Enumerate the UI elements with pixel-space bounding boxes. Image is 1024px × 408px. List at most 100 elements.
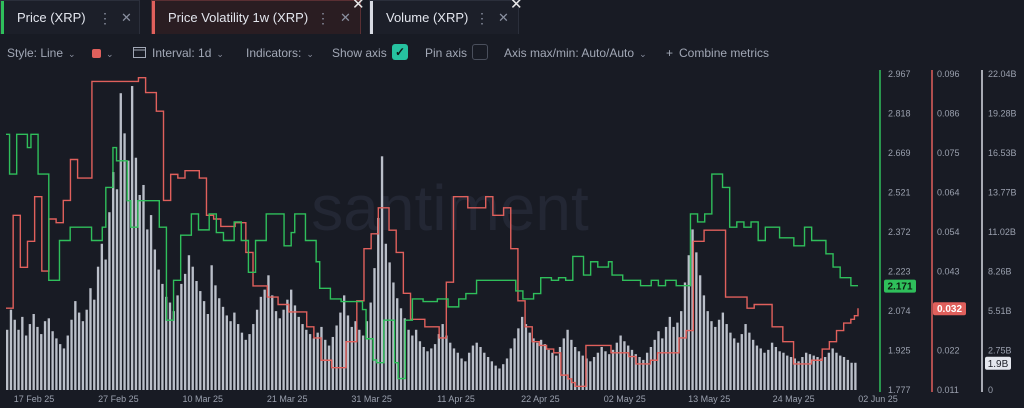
volume-bar — [786, 355, 789, 390]
volume-bar — [486, 357, 490, 390]
volume-bar — [816, 357, 819, 390]
volume-bar — [134, 157, 138, 390]
volume-bar — [543, 344, 547, 390]
tab-price-volatility[interactable]: Price Volatility 1w (XRP) ⋮ ✕ — [151, 0, 361, 34]
volume-bar — [305, 329, 308, 390]
volume-bar — [755, 345, 759, 390]
tab-volume[interactable]: Volume (XRP) ⋮ ✕ — [369, 0, 519, 34]
volume-bar — [467, 352, 471, 390]
close-icon[interactable]: ✕ — [121, 10, 132, 25]
volume-bar — [81, 321, 85, 390]
x-tick-label: 22 Apr 25 — [521, 394, 560, 404]
color-dropdown[interactable]: ⌄ — [92, 46, 114, 60]
volume-bar — [729, 332, 732, 390]
volume-bar — [373, 268, 376, 390]
volume-bar — [483, 352, 486, 390]
volatility-axis-tick-label: 0.011 — [937, 385, 959, 395]
volume-bar — [740, 334, 743, 390]
volume-bar — [547, 349, 550, 390]
volume-bar — [642, 359, 645, 390]
volume-bar — [384, 243, 388, 390]
volume-bar — [115, 189, 119, 390]
volume-bar — [820, 358, 823, 390]
volume-bar — [452, 348, 456, 390]
volatility-axis-tick-label: 0.054 — [937, 227, 960, 237]
volume-bar — [801, 357, 804, 390]
volume-bar — [498, 368, 501, 390]
more-vertical-icon[interactable]: ⋮ — [475, 10, 489, 26]
volume-current-badge-text: 1.9B — [988, 359, 1009, 370]
volume-bar — [138, 195, 141, 390]
more-vertical-icon[interactable]: ⋮ — [98, 10, 112, 26]
volume-bar — [475, 342, 478, 390]
volume-bar — [513, 338, 516, 390]
price-current-badge-text: 2.171 — [887, 282, 912, 293]
price-axis-tick-label: 1.777 — [888, 385, 911, 395]
volume-bar — [93, 299, 96, 390]
volume-bar — [619, 335, 622, 390]
axis-minmax-label: Axis max/min: Auto/Auto — [504, 46, 635, 60]
volume-bar — [112, 172, 115, 390]
more-vertical-icon[interactable]: ⋮ — [316, 10, 330, 26]
indicators-dropdown[interactable]: Indicators: ⌄ — [246, 46, 314, 60]
volume-axis-tick-label: 11.02B — [988, 227, 1016, 237]
volume-bar — [638, 357, 641, 390]
volume-bar — [733, 338, 736, 390]
volatility-axis-tick-label: 0.043 — [937, 267, 960, 277]
interval-dropdown[interactable]: Interval: 1d ⌄ — [133, 46, 224, 60]
volume-bar — [835, 352, 838, 390]
close-icon[interactable]: ✕ — [352, 0, 365, 13]
volume-bar — [615, 342, 618, 390]
volume-bar — [36, 326, 39, 390]
volume-bar — [592, 357, 596, 390]
show-axis-checkbox[interactable]: ✓ — [392, 44, 408, 60]
x-tick-label: 13 May 25 — [688, 394, 730, 404]
volume-bar — [183, 273, 187, 390]
close-icon[interactable]: ✕ — [510, 0, 523, 13]
volume-bar — [233, 312, 236, 390]
x-tick-label: 17 Feb 25 — [14, 394, 55, 404]
volume-bar — [664, 326, 668, 390]
volume-bar — [263, 289, 266, 390]
volume-bar — [695, 252, 698, 390]
volume-bar — [778, 351, 781, 390]
volume-bar — [202, 301, 206, 390]
volume-bar — [736, 342, 740, 390]
volume-axis-tick-label: 2.75B — [988, 346, 1012, 356]
volume-bar — [827, 352, 831, 390]
combine-metrics-label: Combine metrics — [679, 46, 770, 60]
volatility-axis-tick-label: 0.022 — [937, 346, 960, 356]
style-dropdown[interactable]: Style: Line ⌄ — [7, 46, 76, 60]
volume-bar — [574, 346, 577, 390]
show-axis-label: Show axis — [332, 46, 387, 60]
x-tick-label: 21 Mar 25 — [267, 394, 308, 404]
close-icon[interactable]: ✕ — [498, 10, 509, 25]
combine-metrics-button[interactable]: + Combine metrics — [666, 46, 769, 60]
volume-bar — [13, 319, 16, 390]
volume-bar — [854, 362, 857, 390]
volume-bar — [127, 160, 130, 390]
volume-bar — [221, 306, 225, 390]
volume-bar — [316, 332, 319, 390]
volatility-axis-tick-label: 0.086 — [937, 109, 960, 119]
volume-bar — [225, 315, 228, 390]
volume-bar — [763, 352, 766, 390]
volume-bar — [161, 283, 164, 390]
chevron-down-icon: ⌄ — [639, 49, 647, 59]
price-axis-tick-label: 2.074 — [888, 306, 911, 316]
volume-bar — [751, 339, 755, 390]
volume-bar — [710, 321, 713, 390]
volume-bar — [687, 255, 690, 390]
volume-bar — [422, 346, 425, 390]
volume-bar — [630, 349, 634, 390]
close-icon[interactable]: ✕ — [340, 10, 351, 25]
volume-bar — [259, 296, 263, 390]
pin-axis-checkbox[interactable] — [472, 44, 488, 60]
volume-bar — [418, 341, 422, 390]
volume-bar — [43, 321, 47, 390]
volume-bar — [377, 217, 380, 390]
axis-minmax-dropdown[interactable]: Axis max/min: Auto/Auto ⌄ — [504, 46, 647, 60]
tab-price[interactable]: Price (XRP) ⋮ ✕ — [0, 0, 140, 34]
tab-color-bar — [370, 1, 373, 34]
